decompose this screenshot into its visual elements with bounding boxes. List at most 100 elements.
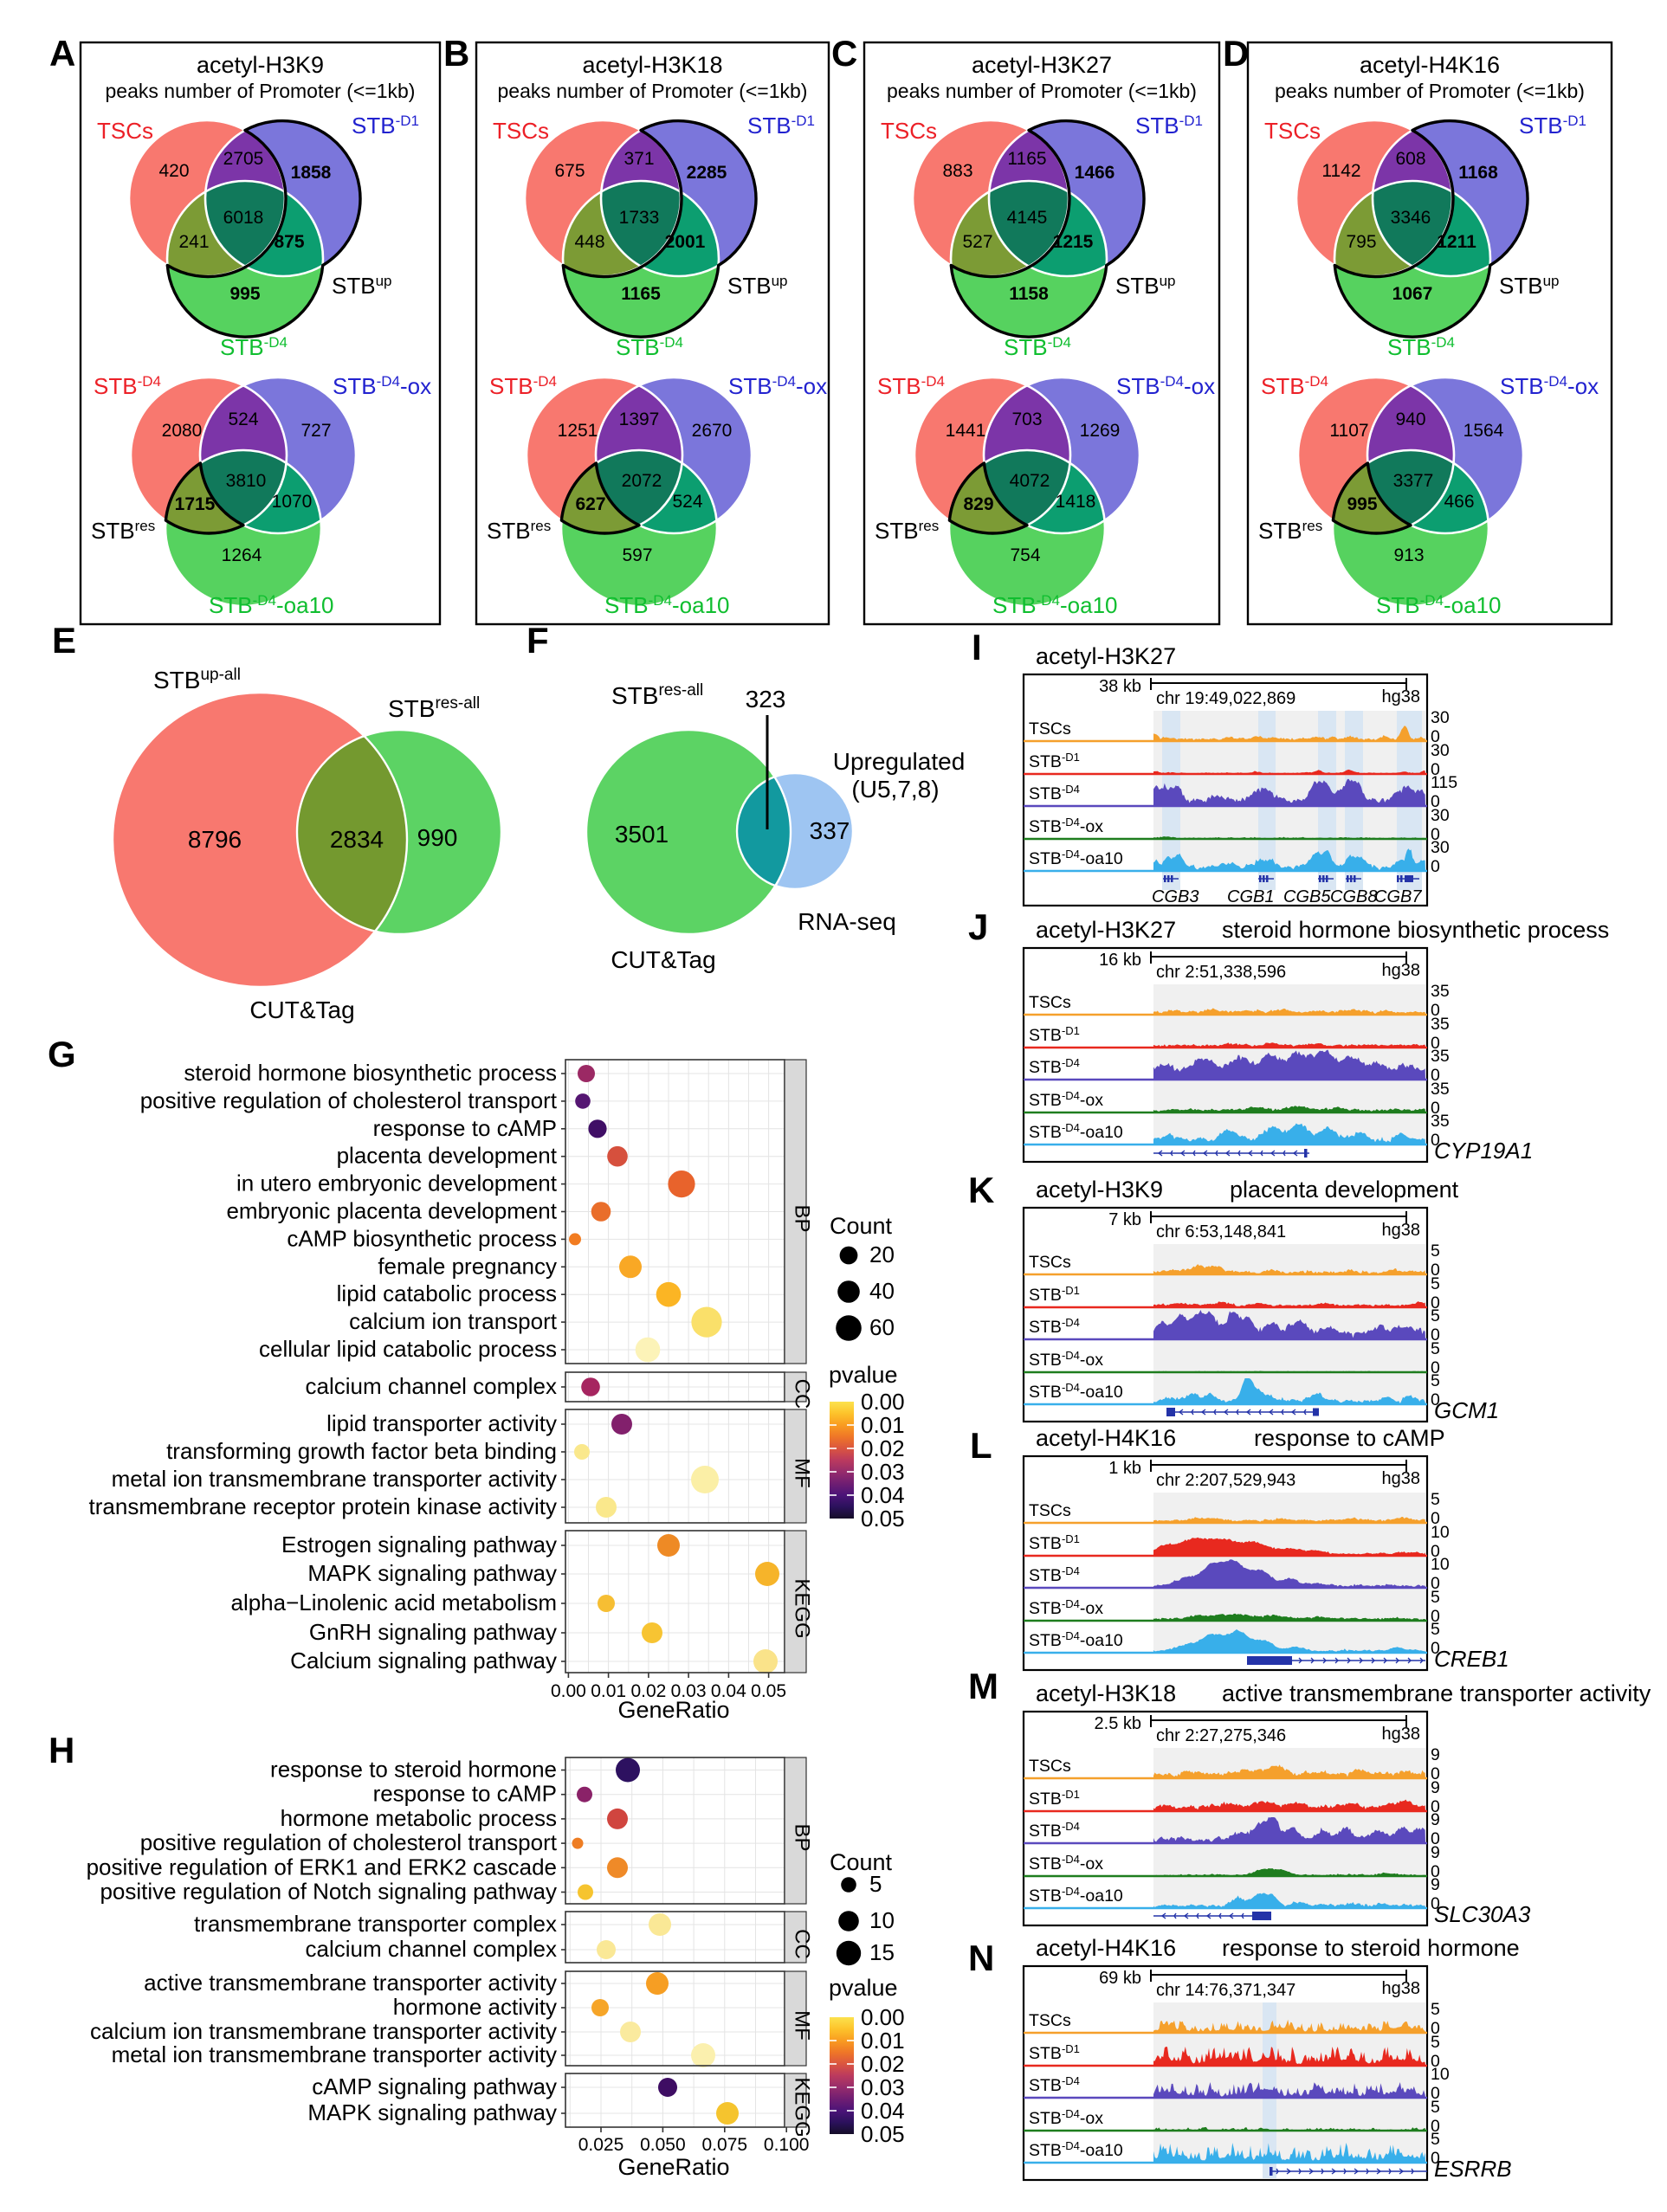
svg-text:1215: 1215	[1053, 232, 1094, 252]
svg-text:1466: 1466	[1075, 163, 1115, 183]
svg-text:hg38: hg38	[1382, 1221, 1421, 1240]
svg-text:STB-D1: STB-D1	[1029, 1284, 1080, 1305]
svg-text:in utero embryonic development: in utero embryonic development	[236, 1170, 558, 1196]
svg-text:0: 0	[1431, 1829, 1440, 1848]
svg-text:35: 35	[1431, 1080, 1450, 1099]
svg-text:hg38: hg38	[1382, 1979, 1421, 1998]
svg-text:0.02: 0.02	[861, 1435, 905, 1461]
svg-text:0.01: 0.01	[591, 1681, 626, 1701]
svg-text:3501: 3501	[615, 821, 669, 848]
svg-text:2285: 2285	[687, 163, 727, 183]
svg-text:STB-D4-oa10: STB-D4-oa10	[604, 592, 729, 618]
svg-text:0.050: 0.050	[640, 2135, 686, 2155]
svg-text:5: 5	[1431, 1490, 1440, 1509]
svg-text:1165: 1165	[1007, 149, 1046, 169]
svg-text:0: 0	[1431, 2084, 1440, 2103]
svg-text:(U5,7,8): (U5,7,8)	[851, 776, 939, 803]
svg-text:D: D	[1223, 33, 1249, 74]
svg-text:STBres-all: STBres-all	[388, 694, 480, 722]
svg-text:chr 14:76,371,347: chr 14:76,371,347	[1156, 1981, 1295, 2000]
svg-text:0.01: 0.01	[861, 1412, 905, 1438]
svg-text:0: 0	[1431, 2117, 1440, 2136]
svg-text:1168: 1168	[1458, 163, 1498, 183]
svg-text:STB-D1: STB-D1	[1029, 2042, 1080, 2063]
svg-text:0: 0	[1431, 1131, 1440, 1150]
svg-text:0.05: 0.05	[861, 1506, 905, 1532]
svg-text:STB-D1: STB-D1	[1029, 1788, 1080, 1809]
svg-text:STB-D4-ox: STB-D4-ox	[1029, 816, 1103, 836]
svg-text:CUT&Tag: CUT&Tag	[249, 996, 354, 1023]
svg-text:5: 5	[1431, 2033, 1440, 2052]
svg-text:0.00: 0.00	[551, 1681, 586, 1701]
svg-text:STB-D4-ox: STB-D4-ox	[333, 373, 431, 399]
svg-text:0: 0	[1431, 1261, 1440, 1280]
svg-text:M: M	[968, 1666, 998, 1706]
svg-text:CUT&Tag: CUT&Tag	[611, 946, 715, 973]
svg-text:0: 0	[1431, 1325, 1440, 1345]
svg-text:calcium channel complex: calcium channel complex	[306, 1373, 557, 1399]
svg-text:597: 597	[622, 545, 652, 565]
svg-text:829: 829	[963, 494, 993, 514]
svg-text:3346: 3346	[1391, 208, 1431, 228]
svg-text:hg38: hg38	[1382, 1469, 1421, 1488]
svg-text:response to steroid hormone: response to steroid hormone	[270, 1757, 557, 1783]
svg-text:5: 5	[1431, 1306, 1440, 1325]
svg-text:STB-D4-oa10: STB-D4-oa10	[1376, 592, 1501, 618]
svg-text:STB-D4-oa10: STB-D4-oa10	[1029, 1885, 1123, 1906]
svg-text:STBup: STBup	[1115, 273, 1176, 299]
svg-text:5: 5	[1431, 1620, 1440, 1639]
svg-text:4072: 4072	[1010, 471, 1050, 491]
svg-text:0: 0	[1431, 1509, 1440, 1528]
svg-text:0: 0	[1431, 1894, 1440, 1913]
svg-text:0: 0	[1431, 792, 1440, 811]
svg-text:active transmembrane transport: active transmembrane transporter activit…	[144, 1970, 557, 1996]
svg-text:ESRRB: ESRRB	[1434, 2156, 1512, 2182]
svg-text:69 kb: 69 kb	[1099, 1969, 1141, 1988]
svg-text:0: 0	[1431, 1390, 1440, 1409]
svg-text:STB-D4: STB-D4	[220, 334, 288, 360]
svg-text:STB-D4-ox: STB-D4-ox	[1116, 373, 1215, 399]
svg-text:TSCs: TSCs	[1029, 2011, 1071, 2030]
svg-text:940: 940	[1395, 410, 1425, 429]
svg-text:995: 995	[229, 284, 260, 304]
svg-text:positive regulation of Notch s: positive regulation of Notch signaling p…	[100, 1879, 557, 1905]
svg-text:chr 2:27,275,346: chr 2:27,275,346	[1156, 1726, 1286, 1745]
svg-text:0.00: 0.00	[861, 2004, 905, 2030]
svg-text:0: 0	[1431, 1797, 1440, 1816]
svg-text:STB-D4: STB-D4	[1261, 373, 1328, 399]
svg-text:CGB7: CGB7	[1374, 887, 1422, 906]
svg-text:MF: MF	[791, 1458, 814, 1488]
svg-text:627: 627	[575, 494, 605, 514]
svg-text:3377: 3377	[1393, 471, 1434, 491]
svg-text:A: A	[49, 33, 75, 74]
svg-text:acetyl-H3K18: acetyl-H3K18	[1036, 1680, 1176, 1706]
svg-text:chr 2:207,529,943: chr 2:207,529,943	[1156, 1471, 1295, 1490]
svg-text:0: 0	[1431, 2052, 1440, 2071]
svg-text:10: 10	[1431, 2065, 1450, 2084]
svg-text:STBres: STBres	[91, 518, 155, 544]
svg-text:STB-D4-oa10: STB-D4-oa10	[1029, 848, 1123, 868]
svg-text:0: 0	[1431, 727, 1440, 746]
svg-text:9: 9	[1431, 1875, 1440, 1894]
svg-text:1858: 1858	[291, 163, 332, 183]
svg-text:527: 527	[962, 232, 992, 252]
svg-text:STB-D4: STB-D4	[1029, 1316, 1080, 1337]
svg-text:0: 0	[1431, 1034, 1440, 1053]
svg-text:754: 754	[1010, 545, 1040, 565]
svg-text:40: 40	[869, 1278, 895, 1304]
svg-text:9: 9	[1431, 1745, 1440, 1764]
svg-text:STB-D1: STB-D1	[747, 113, 815, 139]
svg-text:0.05: 0.05	[861, 2121, 905, 2147]
svg-text:1418: 1418	[1056, 492, 1096, 512]
svg-text:F: F	[527, 620, 549, 661]
svg-text:L: L	[970, 1425, 992, 1466]
svg-text:chr 6:53,148,841: chr 6:53,148,841	[1156, 1222, 1286, 1241]
svg-text:30: 30	[1431, 806, 1450, 825]
svg-text:KEGG: KEGG	[791, 1578, 814, 1638]
svg-text:TSCs: TSCs	[1029, 719, 1071, 738]
svg-text:1264: 1264	[222, 545, 262, 565]
svg-text:STB-D4: STB-D4	[1029, 2074, 1080, 2095]
svg-text:Upregulated: Upregulated	[833, 748, 966, 775]
svg-text:1269: 1269	[1080, 421, 1121, 441]
svg-text:metal ion transmembrane transp: metal ion transmembrane transporter acti…	[112, 1466, 557, 1492]
